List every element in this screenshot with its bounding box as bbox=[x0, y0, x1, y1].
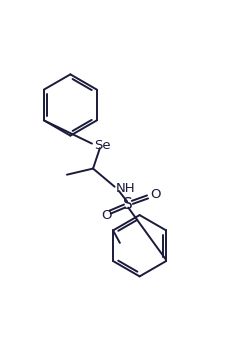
Text: Se: Se bbox=[94, 139, 111, 152]
Text: NH: NH bbox=[116, 182, 136, 195]
Text: O: O bbox=[101, 209, 111, 222]
Text: O: O bbox=[150, 188, 160, 201]
Text: S: S bbox=[123, 197, 133, 212]
